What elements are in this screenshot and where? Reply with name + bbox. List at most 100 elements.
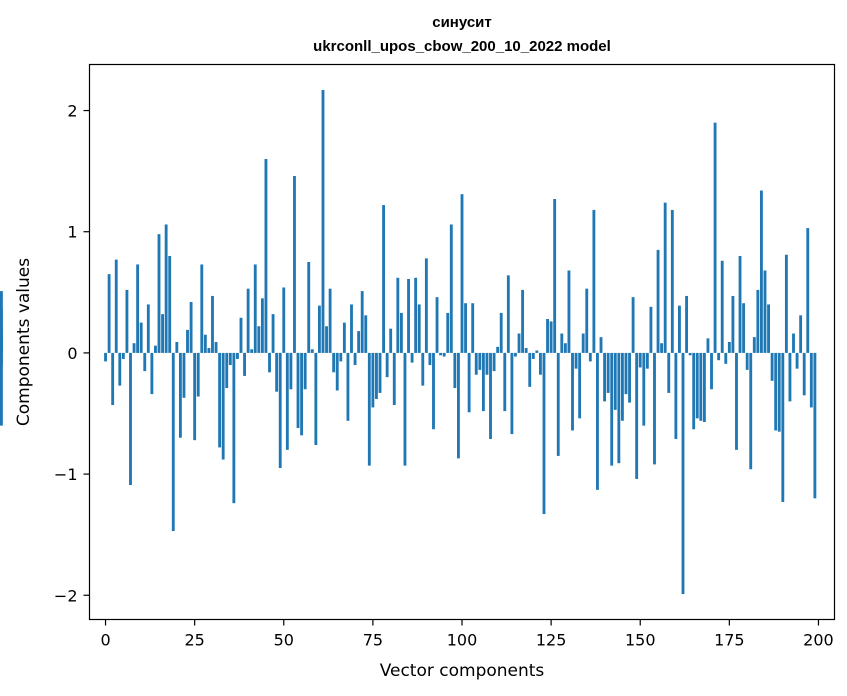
bar-123 bbox=[542, 352, 546, 515]
bar-85 bbox=[407, 278, 410, 353]
bar-178 bbox=[738, 255, 742, 353]
bar-169 bbox=[706, 338, 710, 353]
y-tick-label: 2 bbox=[67, 102, 77, 121]
bar-80 bbox=[389, 328, 393, 353]
bar-79 bbox=[385, 352, 389, 378]
bar-53 bbox=[293, 175, 296, 353]
bar-107 bbox=[485, 352, 489, 375]
bar-88 bbox=[417, 304, 421, 353]
bar-49 bbox=[278, 352, 282, 469]
bar-131 bbox=[571, 352, 574, 431]
bar-23 bbox=[186, 329, 189, 353]
bar-30 bbox=[211, 295, 214, 353]
bar-161 bbox=[678, 305, 681, 353]
x-tick-label: 150 bbox=[625, 631, 656, 650]
bar-115 bbox=[514, 352, 517, 357]
bar-108 bbox=[489, 352, 492, 439]
bar-14 bbox=[154, 345, 157, 353]
bar-32 bbox=[218, 352, 222, 448]
bar-165 bbox=[692, 352, 696, 430]
bar-148 bbox=[631, 297, 635, 353]
bar-15 bbox=[157, 234, 161, 353]
bar-93 bbox=[435, 297, 439, 353]
bar-4 bbox=[118, 352, 122, 386]
bar-134 bbox=[581, 333, 585, 353]
bar-170 bbox=[710, 352, 713, 390]
y-tick-label: −2 bbox=[54, 586, 78, 605]
bar-29 bbox=[207, 348, 211, 353]
bar-128 bbox=[560, 333, 564, 353]
bar-172 bbox=[717, 352, 721, 361]
x-tick-label: 0 bbox=[100, 631, 110, 650]
bar-163 bbox=[685, 295, 688, 353]
bar-8 bbox=[132, 343, 136, 353]
bar-144 bbox=[617, 352, 621, 464]
y-axis-label: Components values bbox=[14, 258, 34, 426]
bar-71 bbox=[357, 331, 361, 353]
bar-113 bbox=[506, 275, 510, 353]
bar-16 bbox=[161, 314, 164, 353]
bar-41 bbox=[250, 349, 254, 353]
bar-152 bbox=[645, 352, 649, 369]
bar-198 bbox=[809, 352, 813, 408]
bar-40 bbox=[246, 288, 250, 353]
bar-67 bbox=[342, 322, 346, 353]
bar-130 bbox=[567, 270, 571, 353]
bar-118 bbox=[524, 348, 528, 353]
bar-94 bbox=[439, 352, 443, 356]
bar-111 bbox=[499, 312, 503, 353]
bar-183 bbox=[756, 289, 760, 353]
bar-142 bbox=[610, 352, 614, 466]
bar-195 bbox=[799, 315, 803, 353]
bar-192 bbox=[788, 352, 792, 402]
bar-45 bbox=[264, 159, 268, 353]
bar-81 bbox=[392, 352, 396, 406]
bar-105 bbox=[478, 352, 482, 370]
bar-62 bbox=[325, 326, 328, 353]
bar-0 bbox=[104, 352, 107, 362]
bar-136 bbox=[588, 352, 592, 362]
bar-undefined bbox=[0, 352, 3, 426]
bar-159 bbox=[670, 209, 674, 353]
bar-52 bbox=[289, 352, 293, 390]
bar-120 bbox=[531, 352, 535, 359]
bar-82 bbox=[396, 277, 400, 353]
bar-74 bbox=[367, 352, 371, 466]
bar-185 bbox=[763, 270, 767, 353]
x-tick-label: 50 bbox=[274, 631, 294, 650]
bar-109 bbox=[492, 352, 496, 372]
bar-102 bbox=[467, 352, 471, 413]
bar-68 bbox=[346, 352, 350, 421]
bar-9 bbox=[136, 264, 140, 353]
bar-125 bbox=[549, 321, 553, 353]
bar-20 bbox=[175, 342, 179, 353]
bar-100 bbox=[460, 194, 464, 353]
bar-150 bbox=[638, 352, 642, 368]
bar-104 bbox=[474, 352, 478, 375]
bar-92 bbox=[432, 352, 435, 430]
bar-48 bbox=[275, 352, 279, 392]
bar-60 bbox=[317, 305, 321, 353]
bar-153 bbox=[649, 306, 653, 353]
bar-135 bbox=[585, 288, 589, 353]
bar-37 bbox=[236, 352, 239, 359]
bar-42 bbox=[253, 264, 257, 353]
bar-193 bbox=[792, 333, 795, 353]
bar-46 bbox=[268, 352, 271, 373]
bar-22 bbox=[182, 352, 186, 398]
bar-64 bbox=[332, 352, 336, 373]
bar-61 bbox=[321, 89, 325, 353]
bar-103 bbox=[471, 303, 475, 353]
bar-35 bbox=[228, 352, 232, 366]
bar-121 bbox=[535, 350, 539, 353]
bar-114 bbox=[510, 352, 514, 435]
bar-96 bbox=[446, 312, 450, 353]
bar-28 bbox=[203, 334, 207, 353]
bar-110 bbox=[496, 346, 500, 353]
y-tick-label: 0 bbox=[67, 344, 77, 363]
bar-122 bbox=[539, 352, 542, 375]
plot-frame bbox=[88, 63, 836, 621]
bar-133 bbox=[578, 352, 582, 419]
bar-168 bbox=[702, 352, 706, 422]
